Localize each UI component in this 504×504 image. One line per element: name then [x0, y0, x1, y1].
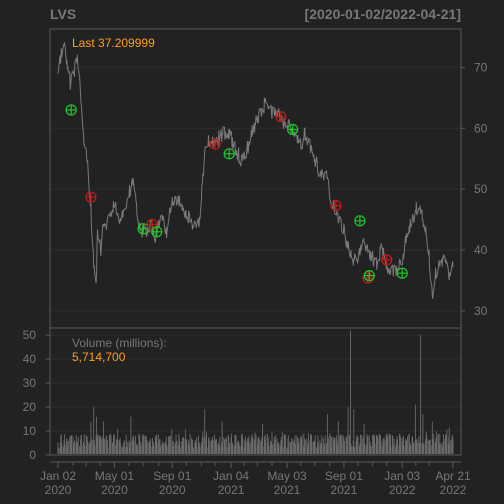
x-tick-year-label: 2022	[389, 483, 416, 497]
chart-title: LVS	[50, 6, 76, 22]
volume-tick-label: 20	[23, 400, 37, 414]
x-tick-label: Jan 03	[384, 469, 420, 483]
buy-signal-marker	[151, 226, 163, 238]
sell-signal-marker	[85, 191, 97, 203]
sell-signal-marker	[209, 138, 221, 150]
buy-signal-marker	[287, 123, 299, 136]
x-tick-label: Sep 01	[325, 469, 363, 483]
buy-signal-marker	[354, 215, 366, 227]
date-range-label: [2020-01-02/2022-04-21]	[305, 6, 461, 22]
x-tick-label: Sep 01	[153, 469, 191, 483]
volume-tick-label: 50	[23, 328, 37, 342]
x-tick-label: Jan 02	[40, 469, 76, 483]
x-tick-year-label: 2021	[274, 483, 301, 497]
buy-signal-marker	[223, 148, 235, 160]
x-tick-label: May 01	[95, 469, 135, 483]
x-tick-year-label: 2021	[218, 483, 245, 497]
volume-panel: 0 10 20 30 40 50 Volume (millions): 5,714,700	[23, 327, 462, 462]
price-panel-frame	[49, 28, 462, 329]
volume-label: Volume (millions):	[72, 336, 167, 350]
sell-signal-marker	[146, 218, 158, 231]
sell-signal-marker	[381, 254, 393, 266]
price-tick-label: 40	[474, 243, 488, 257]
x-tick-label: Jan 04	[213, 469, 249, 483]
buy-signal-marker	[363, 270, 375, 282]
price-tick-label: 30	[474, 304, 488, 318]
sell-signal-marker	[330, 199, 342, 212]
volume-panel-frame	[49, 327, 462, 456]
x-tick-year-label: 2022	[440, 483, 467, 497]
volume-tick-label: 10	[23, 424, 37, 438]
x-tick-year-label: 2020	[159, 483, 186, 497]
x-tick-year-label: 2020	[101, 483, 128, 497]
price-tick-label: 50	[474, 182, 488, 196]
volume-last-value: 5,714,700	[72, 350, 126, 364]
price-panel: 30 40 50 60 70 Last 37.209999	[49, 28, 488, 329]
volume-tick-label: 0	[29, 448, 36, 462]
x-tick-label: Apr 21	[435, 469, 471, 483]
x-tick-label: May 03	[267, 469, 307, 483]
volume-tick-label: 30	[23, 376, 37, 390]
price-series-line	[57, 41, 454, 299]
sell-signal-marker	[275, 111, 287, 123]
buy-signal-marker	[137, 223, 149, 235]
price-tick-label: 70	[474, 60, 488, 74]
x-tick-year-label: 2021	[331, 483, 358, 497]
last-price-label: Last 37.209999	[72, 36, 155, 50]
x-tick-year-label: 2020	[45, 483, 72, 497]
price-tick-label: 60	[474, 121, 488, 135]
volume-tick-label: 40	[23, 352, 37, 366]
buy-signal-marker	[396, 267, 408, 279]
buy-signal-marker	[65, 104, 77, 116]
